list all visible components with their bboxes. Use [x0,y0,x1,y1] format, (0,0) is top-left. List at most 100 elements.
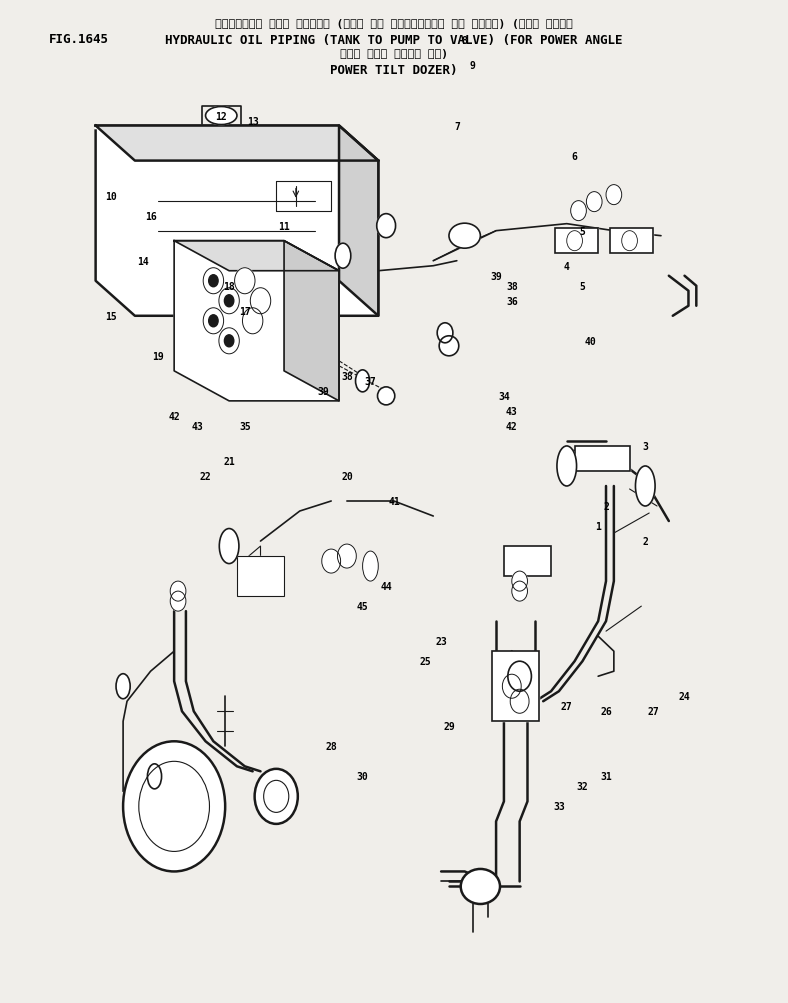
Text: 14: 14 [137,257,149,267]
Text: 28: 28 [325,741,337,751]
Text: FIG.1645: FIG.1645 [49,33,109,46]
Text: 44: 44 [381,582,392,592]
Text: 43: 43 [506,406,518,416]
Bar [492,652,539,721]
Text: 1: 1 [595,522,601,532]
Text: 32: 32 [577,781,589,791]
Text: ハイドロリック オイル ハイピング (タンク から ポンプへ、ポンプ から バルブへ) (パワー アングル: ハイドロリック オイル ハイピング (タンク から ポンプへ、ポンプ から バル… [215,19,573,29]
Circle shape [511,572,527,592]
Text: 42: 42 [169,411,180,421]
Text: 18: 18 [223,282,235,292]
Ellipse shape [377,387,395,405]
Circle shape [586,193,602,213]
Text: 22: 22 [199,471,211,481]
Polygon shape [284,242,339,401]
Polygon shape [174,242,339,272]
Text: 27: 27 [561,701,573,711]
Circle shape [170,592,186,612]
Circle shape [225,296,234,308]
Circle shape [170,582,186,602]
Text: 23: 23 [435,637,447,647]
Polygon shape [95,126,378,317]
Ellipse shape [147,764,162,789]
Bar [610,229,653,254]
Circle shape [510,689,529,713]
Text: パワー チルト ドーザー ヨウ): パワー チルト ドーザー ヨウ) [340,49,448,59]
Text: 45: 45 [357,602,369,612]
Text: 15: 15 [106,312,117,321]
Circle shape [225,335,234,347]
Text: 16: 16 [145,212,157,222]
Text: 41: 41 [388,496,400,507]
Text: 39: 39 [318,386,329,396]
Ellipse shape [449,224,481,249]
Polygon shape [95,126,378,161]
Text: 43: 43 [191,421,203,431]
Bar [574,446,630,471]
Circle shape [251,289,271,315]
Bar [610,229,653,254]
Text: 20: 20 [341,471,353,481]
Circle shape [243,309,263,334]
Polygon shape [174,242,339,401]
Circle shape [377,215,396,239]
Ellipse shape [116,674,130,699]
Text: 42: 42 [506,421,518,431]
Bar [237,557,284,597]
Text: 35: 35 [239,421,251,431]
Text: 3: 3 [642,441,649,451]
Circle shape [219,328,240,354]
Circle shape [437,323,453,343]
Text: 21: 21 [223,456,235,466]
Bar [555,229,598,254]
Ellipse shape [206,107,237,125]
Text: 5: 5 [579,282,585,292]
Text: 33: 33 [553,801,565,811]
Ellipse shape [557,446,577,486]
Bar [504,547,551,577]
Text: 8: 8 [462,36,467,46]
Circle shape [337,545,356,569]
Text: 4: 4 [563,262,570,272]
Text: 17: 17 [239,307,251,317]
Text: 38: 38 [506,282,518,292]
Bar [555,229,598,254]
Ellipse shape [335,244,351,269]
Text: 12: 12 [215,111,227,121]
Text: 13: 13 [247,116,258,126]
Polygon shape [339,126,378,317]
Text: 38: 38 [341,371,353,381]
Text: 2: 2 [642,537,649,547]
Text: 26: 26 [600,706,612,716]
Bar [492,652,539,721]
Circle shape [322,550,340,574]
Bar [574,446,630,471]
Text: 7: 7 [454,121,459,131]
Ellipse shape [362,552,378,582]
Text: 36: 36 [506,297,518,307]
Text: 37: 37 [365,376,377,386]
Text: 30: 30 [357,771,369,781]
Bar [504,547,551,577]
Text: 25: 25 [419,657,431,667]
Ellipse shape [255,769,298,824]
Circle shape [203,269,224,295]
Text: 9: 9 [470,61,475,71]
Ellipse shape [635,466,655,507]
Circle shape [235,269,255,295]
Circle shape [203,309,224,334]
Ellipse shape [355,370,370,392]
Text: 40: 40 [585,336,597,346]
Ellipse shape [219,529,239,564]
Circle shape [123,741,225,872]
Text: 27: 27 [647,706,659,716]
Circle shape [511,582,527,602]
Text: 39: 39 [490,272,502,282]
Text: 5: 5 [579,227,585,237]
Text: 29: 29 [443,721,455,731]
Circle shape [209,276,218,288]
Ellipse shape [439,336,459,356]
Text: 6: 6 [571,151,578,161]
Circle shape [606,186,622,206]
Circle shape [571,202,586,222]
